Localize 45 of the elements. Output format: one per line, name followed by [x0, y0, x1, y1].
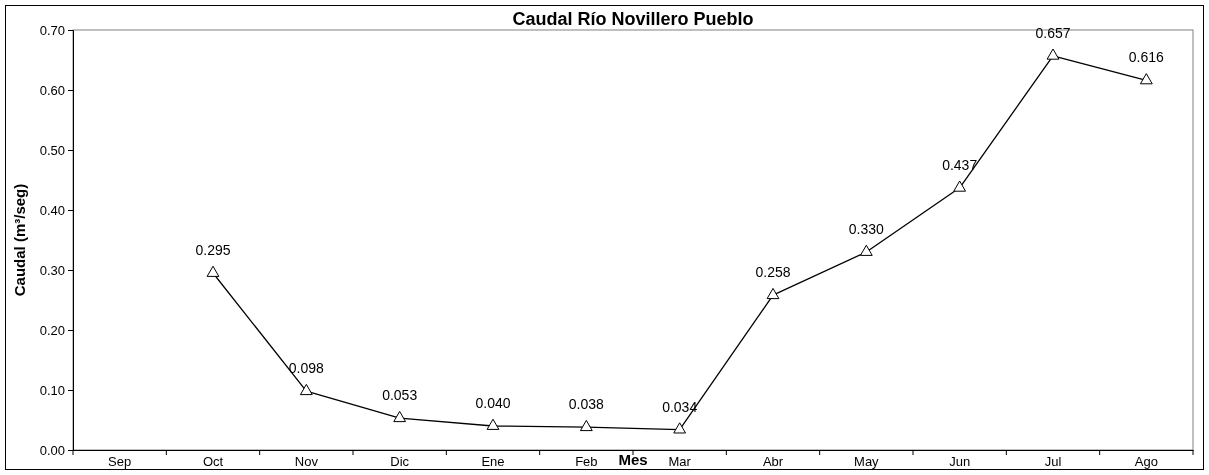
x-tick-label: Abr	[762, 454, 784, 470]
x-tick-label: Oct	[202, 454, 224, 470]
data-label: 0.038	[568, 396, 605, 413]
x-tick-label: Jun	[949, 454, 971, 470]
data-label: 0.657	[1035, 24, 1071, 41]
y-tick-label: 0.50	[39, 142, 65, 158]
x-tick-label: Nov	[294, 454, 319, 470]
y-tick-label: 0.60	[39, 82, 65, 98]
data-label: 0.098	[288, 360, 325, 377]
data-label: 0.330	[848, 221, 885, 237]
x-tick-label: Feb	[575, 454, 598, 470]
chart-title: Caudal Río Novillero Pueblo	[512, 9, 754, 29]
data-label: 0.040	[475, 395, 511, 411]
point	[206, 265, 220, 277]
y-tick-label: 0.40	[39, 202, 65, 218]
point	[579, 419, 593, 432]
data-label: 0.034	[662, 398, 698, 415]
x-tick-label: Jul	[1044, 454, 1062, 470]
x-tick-label: Sep	[108, 454, 132, 470]
point	[299, 383, 313, 396]
x-tick-label: Ene	[481, 454, 505, 470]
point	[486, 418, 500, 430]
data-label: 0.295	[195, 242, 231, 258]
y-tick-label: 0.70	[39, 22, 65, 38]
data-label: 0.437	[942, 156, 978, 173]
point	[393, 410, 407, 423]
point	[673, 422, 687, 434]
data-label: 0.053	[382, 387, 418, 404]
x-tick-label: Mar	[668, 454, 692, 470]
y-tick-label: 0.00	[39, 442, 65, 458]
y-axis-title: Caudal (m³/seg)	[11, 183, 28, 297]
data-label: 0.616	[1128, 49, 1165, 66]
point	[859, 244, 873, 256]
point	[953, 180, 967, 192]
y-tick-label: 0.10	[39, 382, 65, 398]
point	[766, 287, 780, 300]
point	[1139, 73, 1153, 85]
x-tick-label: Ago	[1134, 454, 1158, 470]
y-tick-label: 0.20	[39, 322, 65, 338]
x-tick-label: May	[854, 454, 880, 470]
y-tick-label: 0.30	[39, 262, 65, 278]
data-label: 0.258	[755, 264, 791, 281]
point	[1046, 48, 1060, 60]
x-axis-title: Mes	[618, 451, 648, 468]
x-tick-label: Dic	[390, 454, 410, 470]
